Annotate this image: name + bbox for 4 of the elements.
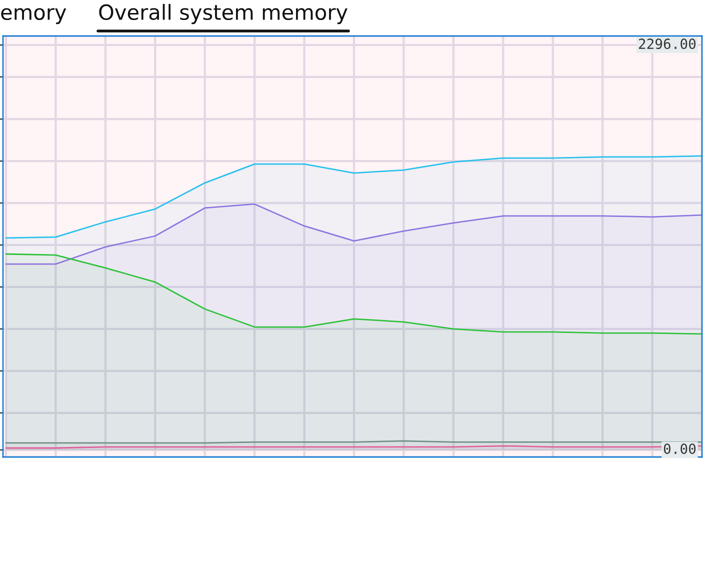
y-tick-label: 2296.00 xyxy=(638,38,696,50)
y-tick-label: 0.00 xyxy=(664,444,696,454)
text: emory xyxy=(1,8,66,24)
text: Overall system memory xyxy=(99,4,348,24)
